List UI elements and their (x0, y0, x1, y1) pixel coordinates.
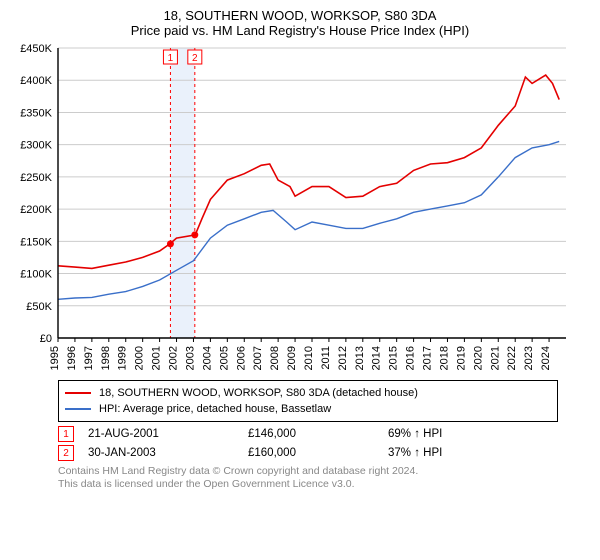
svg-text:2005: 2005 (218, 346, 230, 370)
svg-text:2012: 2012 (337, 346, 349, 370)
transaction-row: 2 30-JAN-2003 £160,000 37% ↑ HPI (58, 445, 590, 461)
footer-line: Contains HM Land Registry data © Crown c… (58, 465, 590, 478)
svg-text:£0: £0 (40, 333, 52, 345)
svg-text:2013: 2013 (354, 346, 366, 370)
legend-label: 18, SOUTHERN WOOD, WORKSOP, S80 3DA (det… (99, 385, 418, 401)
legend-swatch (65, 392, 91, 394)
marker-index-icon: 1 (58, 426, 74, 442)
svg-text:2017: 2017 (422, 346, 434, 370)
transaction-price: £160,000 (248, 447, 338, 459)
svg-text:1998: 1998 (100, 346, 112, 370)
svg-text:2008: 2008 (269, 346, 281, 370)
svg-text:2006: 2006 (235, 346, 247, 370)
svg-text:£200K: £200K (20, 204, 52, 216)
legend-row: HPI: Average price, detached house, Bass… (65, 401, 551, 417)
svg-text:£400K: £400K (20, 75, 52, 87)
transaction-date: 21-AUG-2001 (88, 428, 198, 440)
transaction-hpi: 69% ↑ HPI (388, 428, 478, 440)
svg-text:2002: 2002 (168, 346, 180, 370)
chart-title: 18, SOUTHERN WOOD, WORKSOP, S80 3DA (10, 8, 590, 23)
svg-text:2011: 2011 (320, 346, 332, 370)
svg-text:£50K: £50K (26, 301, 52, 313)
svg-text:2023: 2023 (523, 346, 535, 370)
transaction-date: 30-JAN-2003 (88, 447, 198, 459)
svg-text:2001: 2001 (151, 346, 163, 370)
svg-text:2009: 2009 (286, 346, 298, 370)
svg-text:2007: 2007 (252, 346, 264, 370)
svg-text:2020: 2020 (472, 346, 484, 370)
svg-text:1996: 1996 (66, 346, 78, 370)
svg-text:£450K: £450K (20, 44, 52, 55)
svg-text:2015: 2015 (388, 346, 400, 370)
svg-text:2024: 2024 (540, 346, 552, 370)
svg-text:1997: 1997 (83, 346, 95, 370)
transaction-hpi: 37% ↑ HPI (388, 447, 478, 459)
svg-text:2021: 2021 (489, 346, 501, 370)
legend-swatch (65, 408, 91, 410)
chart-area: £0 £50K £100K £150K £200K £250K £300K £350K £400… (10, 44, 590, 374)
svg-text:£350K: £350K (20, 107, 52, 119)
svg-text:2018: 2018 (438, 346, 450, 370)
svg-text:£150K: £150K (20, 236, 52, 248)
footer-line: This data is licensed under the Open Gov… (58, 478, 590, 491)
line-chart: £0 £50K £100K £150K £200K £250K £300K £350K £400… (10, 44, 570, 374)
svg-text:£100K: £100K (20, 269, 52, 281)
svg-text:2019: 2019 (455, 346, 467, 370)
transaction-price: £146,000 (248, 428, 338, 440)
legend: 18, SOUTHERN WOOD, WORKSOP, S80 3DA (det… (58, 380, 558, 422)
transactions-list: 1 21-AUG-2001 £146,000 69% ↑ HPI 2 30-JA… (58, 426, 590, 461)
legend-label: HPI: Average price, detached house, Bass… (99, 401, 331, 417)
svg-text:2000: 2000 (134, 346, 146, 370)
legend-row: 18, SOUTHERN WOOD, WORKSOP, S80 3DA (det… (65, 385, 551, 401)
svg-text:2010: 2010 (303, 346, 315, 370)
svg-text:2004: 2004 (201, 346, 213, 370)
svg-text:1995: 1995 (49, 346, 61, 370)
svg-text:2003: 2003 (184, 346, 196, 370)
footer-attribution: Contains HM Land Registry data © Crown c… (58, 465, 590, 491)
svg-text:1: 1 (168, 53, 174, 64)
svg-text:2014: 2014 (371, 346, 383, 370)
svg-text:2022: 2022 (506, 346, 518, 370)
svg-text:£300K: £300K (20, 140, 52, 152)
svg-text:2016: 2016 (405, 346, 417, 370)
chart-subtitle: Price paid vs. HM Land Registry's House … (10, 23, 590, 38)
marker-index-icon: 2 (58, 445, 74, 461)
svg-text:1999: 1999 (117, 346, 129, 370)
svg-text:£250K: £250K (20, 172, 52, 184)
svg-text:2: 2 (192, 53, 198, 64)
transaction-row: 1 21-AUG-2001 £146,000 69% ↑ HPI (58, 426, 590, 442)
